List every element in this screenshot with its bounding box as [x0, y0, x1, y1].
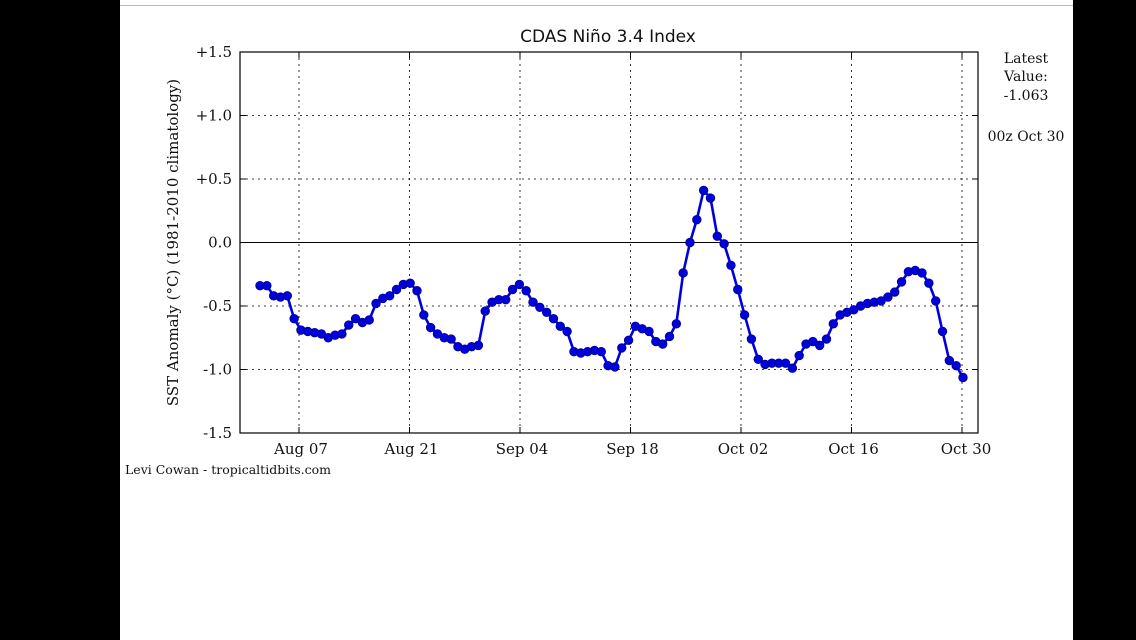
data-point — [364, 315, 374, 325]
latest-value-label: Latest Value: — [1003, 51, 1048, 85]
data-point — [944, 355, 955, 366]
x-tick-label: Oct 16 — [828, 440, 879, 458]
chart-title: CDAS Niño 3.4 Index — [520, 27, 696, 47]
data-point — [535, 302, 545, 312]
data-point — [951, 360, 961, 371]
data-point — [562, 326, 572, 337]
data-point — [746, 334, 757, 344]
credit-text: Levi Cowan - tropicaltidbits.com — [125, 462, 331, 477]
data-point — [480, 306, 490, 316]
data-point — [555, 321, 566, 332]
y-tick-label: +1.5 — [196, 43, 232, 61]
data-point — [821, 334, 832, 344]
y-tick-label: -1.5 — [203, 424, 232, 442]
data-point — [541, 307, 552, 318]
data-point — [419, 310, 429, 320]
data-point — [391, 284, 402, 295]
x-tick-label: Aug 07 — [273, 440, 328, 458]
x-axis-ticks: Aug 07 Aug 21 Sep 04 Sep 18 Oct 02 Oct 16 Oct … — [273, 52, 991, 458]
data-point — [814, 340, 825, 351]
data-point — [787, 363, 798, 373]
x-tick-label: Oct 02 — [718, 440, 769, 458]
data-point — [289, 314, 299, 324]
data-point — [712, 231, 722, 241]
y-tick-label: 0.0 — [208, 234, 232, 252]
data-point — [753, 354, 763, 365]
data-point — [657, 339, 668, 349]
y-tick-label: -0.5 — [203, 297, 232, 315]
data-point — [733, 284, 743, 295]
data-point — [671, 319, 682, 329]
data-point — [384, 291, 395, 301]
data-point — [692, 214, 702, 225]
data-point — [896, 277, 907, 287]
data-point — [610, 362, 620, 372]
data-point — [958, 372, 968, 383]
data-point — [664, 331, 675, 342]
data-point — [719, 239, 729, 249]
data-point — [617, 343, 627, 353]
data-point — [794, 350, 804, 361]
data-point — [705, 193, 716, 203]
data-point — [917, 268, 927, 278]
data-point — [548, 314, 559, 324]
data-point — [890, 287, 900, 297]
y-tick-label: +0.5 — [196, 170, 232, 188]
data-point — [425, 322, 436, 333]
data-point — [344, 320, 354, 330]
data-point — [405, 278, 415, 288]
data-point — [262, 280, 272, 291]
series-line — [260, 189, 965, 379]
data-point — [514, 279, 525, 290]
chart-canvas: -1.5 -1.0 -0.5 0.0 +0.5 +1.0 +1.5 Aug 07 Aug 21… — [120, 0, 1073, 640]
y-tick-label: +1.0 — [196, 107, 232, 125]
latest-value: -1.063 — [1004, 88, 1049, 104]
data-point — [739, 310, 750, 320]
data-point — [371, 298, 381, 309]
data-point — [282, 291, 293, 301]
data-point — [596, 347, 606, 357]
series-nino34 — [255, 185, 968, 383]
data-point — [780, 358, 791, 368]
data-point — [678, 268, 688, 278]
data-point — [726, 260, 736, 271]
data-point — [521, 286, 531, 296]
data-point — [828, 319, 839, 329]
chart: -1.5 -1.0 -0.5 0.0 +0.5 +1.0 +1.5 Aug 07 Aug 21… — [125, 27, 1065, 477]
x-tick-label: Sep 04 — [496, 440, 549, 458]
data-point — [930, 296, 941, 306]
x-tick-label: Sep 18 — [606, 440, 659, 458]
latest-time: 00z Oct 30 — [988, 129, 1065, 145]
data-point — [528, 297, 538, 307]
data-point — [698, 185, 709, 196]
data-point — [644, 326, 654, 337]
data-point — [685, 237, 695, 248]
y-axis-ticks: -1.5 -1.0 -0.5 0.0 +0.5 +1.0 +1.5 — [196, 43, 978, 442]
y-tick-label: -1.0 — [203, 361, 232, 379]
top-divider — [120, 5, 1073, 6]
data-point — [501, 294, 511, 305]
x-tick-label: Oct 30 — [941, 440, 992, 458]
x-tick-label: Aug 21 — [384, 440, 439, 458]
data-point — [507, 284, 518, 295]
data-point — [924, 278, 934, 288]
data-point — [937, 326, 948, 337]
data-point — [623, 335, 634, 345]
data-point — [883, 292, 893, 302]
data-point — [473, 340, 484, 351]
data-point — [412, 286, 422, 296]
y-axis-label: SST Anomaly (°C) (1981-2010 climatology) — [164, 79, 182, 406]
data-point — [446, 334, 456, 344]
data-point — [337, 329, 347, 339]
